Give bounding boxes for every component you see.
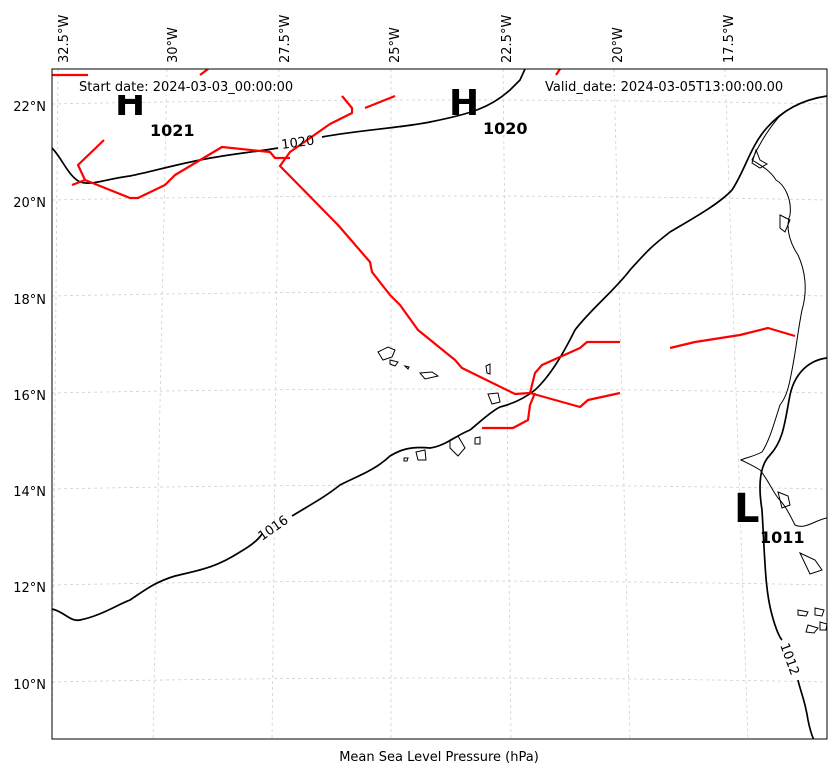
plot-frame — [51, 68, 828, 740]
coastlines — [377, 69, 827, 739]
lon-tick-label: 32.5°W — [57, 15, 72, 63]
front-line — [555, 69, 561, 76]
high-center-symbol: H — [449, 83, 479, 124]
coast-detail — [819, 621, 827, 631]
isobar-1012 — [759, 357, 827, 641]
pressure-value: 1011 — [760, 528, 805, 547]
island — [389, 359, 399, 367]
front-line — [482, 392, 537, 430]
latitude-axis: 22°N 20°N 18°N 16°N 14°N 12°N 10°N — [13, 100, 46, 693]
header-backdrop — [74, 77, 314, 95]
lat-tick-label: 20°N — [13, 196, 46, 211]
lat-tick-label: 22°N — [13, 100, 46, 115]
front-line — [528, 340, 620, 394]
coast-detail — [805, 624, 819, 634]
front-line — [669, 326, 796, 350]
lat-tick-label: 18°N — [13, 293, 46, 308]
coast-detail — [777, 491, 791, 509]
island — [415, 449, 427, 461]
lon-tick-label: 22.5°W — [500, 15, 515, 63]
isobar-1016 — [291, 95, 827, 517]
island — [485, 363, 491, 375]
island — [419, 371, 440, 380]
isobar-1012 — [797, 679, 815, 739]
front-line — [364, 94, 396, 110]
front-line — [76, 139, 290, 200]
canary-island — [751, 148, 769, 169]
lon-tick-label: 27.5°W — [278, 15, 293, 63]
x-axis-label: Mean Sea Level Pressure (hPa) — [339, 750, 539, 765]
lat-tick-label: 14°N — [13, 485, 46, 500]
front-line — [71, 178, 86, 187]
lat-tick-label: 16°N — [13, 389, 46, 404]
island — [403, 457, 409, 462]
start-date: Start date: 2024-03-03_00:00:00 — [79, 80, 293, 95]
lat-tick-label: 10°N — [13, 678, 46, 693]
island — [377, 346, 396, 361]
isobars — [52, 69, 827, 739]
valid-date: Valid_date: 2024-03-05T13:00:00.00 — [545, 80, 783, 95]
pressure-value: 1021 — [150, 121, 195, 140]
isobar-1020 — [52, 147, 279, 184]
front-line — [199, 69, 209, 76]
contour-label: 1012 — [776, 641, 801, 677]
graticule — [52, 69, 827, 739]
lon-tick-label: 30°W — [166, 27, 181, 63]
fronts — [52, 69, 796, 430]
lon-tick-label: 25°W — [388, 27, 403, 63]
front-line — [278, 95, 621, 409]
lon-tick-label: 20°W — [611, 27, 626, 63]
coast-detail — [814, 607, 825, 617]
isobar-1016 — [52, 533, 263, 622]
low-center-symbol: L — [734, 486, 760, 532]
isobar-1020 — [321, 69, 526, 138]
island — [403, 365, 410, 370]
lat-tick-label: 12°N — [13, 581, 46, 596]
header-backdrop — [540, 77, 806, 95]
coast-detail — [798, 551, 823, 575]
contour-label: 1020 — [280, 134, 315, 153]
lon-tick-label: 17.5°W — [722, 15, 737, 63]
pressure-value: 1020 — [483, 119, 528, 138]
island — [449, 435, 466, 457]
island — [487, 392, 501, 405]
coast-detail — [797, 609, 809, 617]
pressure-centers: H 1021 H 1020 L 1011 — [115, 83, 805, 547]
contour-label: 1016 — [256, 513, 292, 544]
africa-coast — [739, 69, 827, 739]
coast-detail — [779, 214, 791, 233]
contour-labels: 1020 1016 1012 — [256, 134, 802, 678]
longitude-axis: 32.5°W 30°W 27.5°W 25°W 22.5°W 20°W 17.5… — [57, 15, 737, 63]
island — [474, 436, 481, 445]
